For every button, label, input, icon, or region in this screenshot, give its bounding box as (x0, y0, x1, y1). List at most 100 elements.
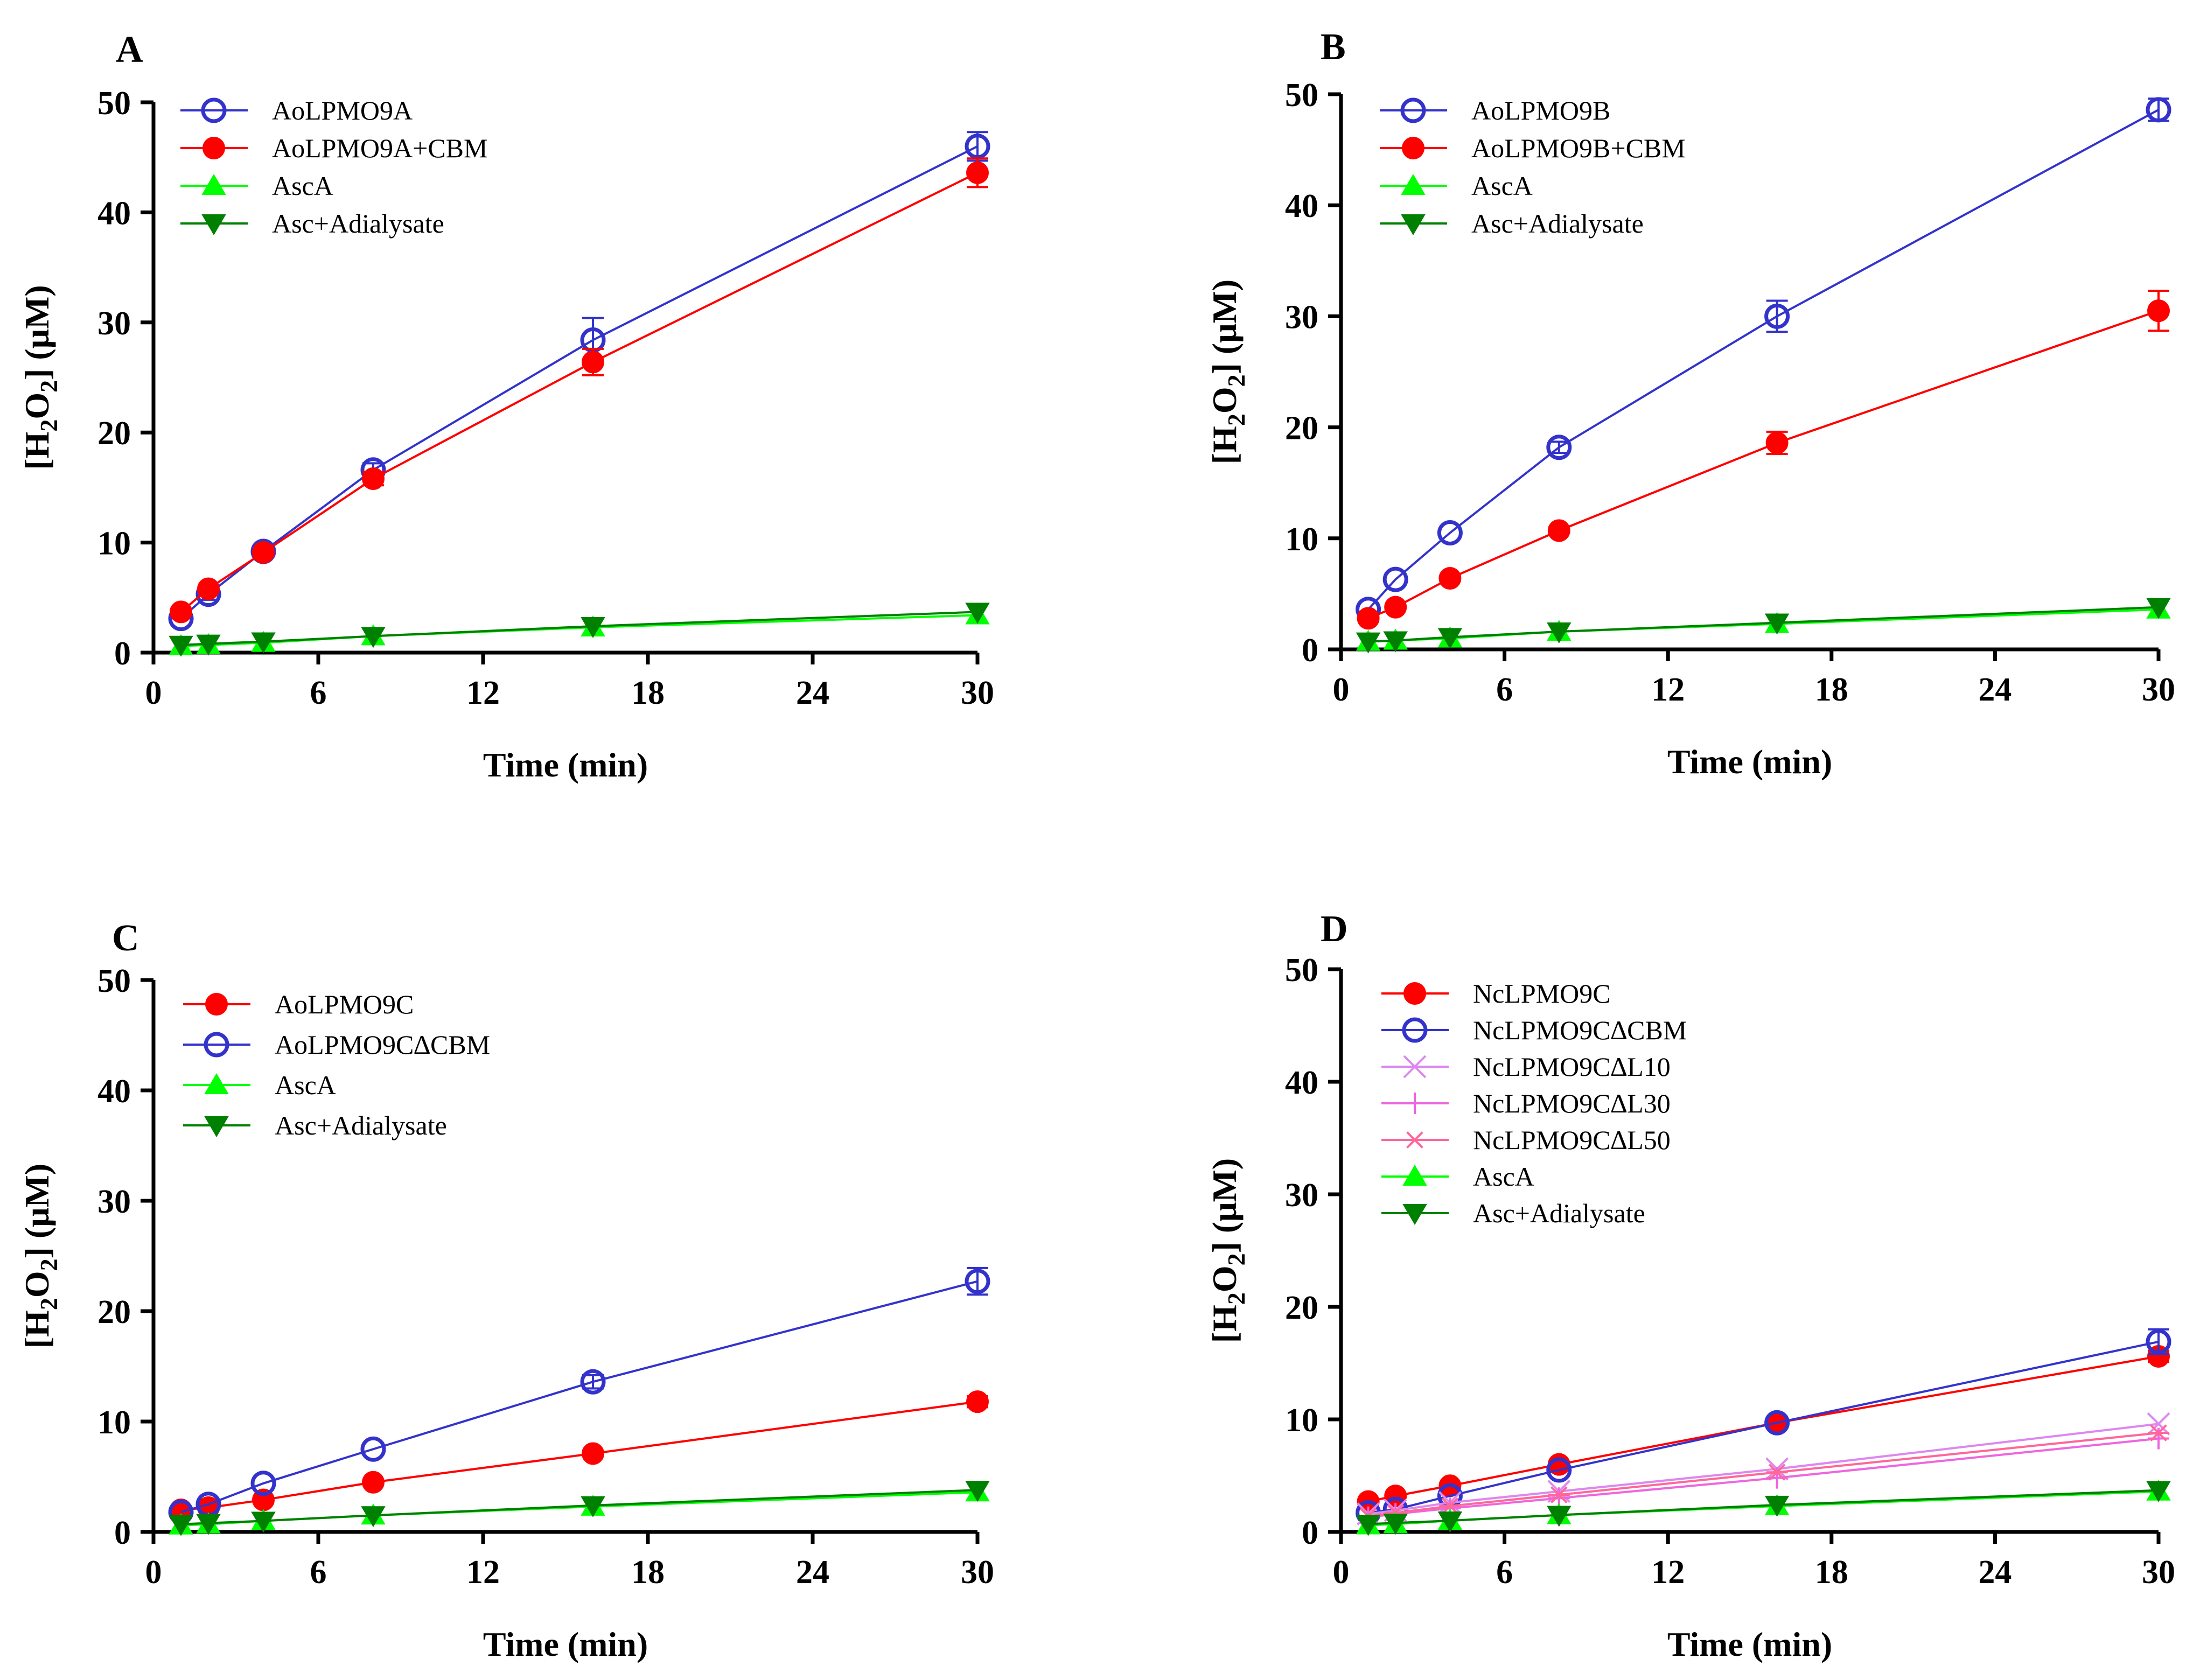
series-line (1368, 1490, 2159, 1527)
y-axis-title: [H2O2] (μM) (18, 285, 62, 470)
y-tick-label: 0 (114, 1515, 131, 1551)
legend-marker (201, 214, 226, 235)
x-tick-label: 30 (961, 675, 994, 711)
data-point (1437, 1511, 1463, 1533)
series-aolpmo9c (170, 1390, 989, 1521)
x-tick-label: 24 (1978, 671, 2012, 708)
series-aolpmo9a (168, 131, 990, 632)
y-axis-title-subscript: 2 (35, 1258, 62, 1271)
data-point (2146, 598, 2171, 619)
series-line (180, 1401, 978, 1511)
data-point (580, 1369, 606, 1395)
data-point (582, 351, 604, 374)
data-point (252, 541, 275, 564)
series-asca (169, 603, 990, 655)
y-tick-label: 50 (97, 963, 131, 999)
panel-label: A (116, 29, 143, 71)
x-tick-label: 30 (2142, 1554, 2175, 1591)
series-nclpmo9c-l10 (1357, 1412, 2170, 1525)
x-tick-label: 18 (1815, 1554, 1848, 1591)
legend: AoLPMO9A AoLPMO9A+CBM AscA Asc+Adialysate (180, 95, 488, 239)
y-axis-title-subscript: 2 (1223, 414, 1250, 426)
x-tick-label: 0 (145, 675, 162, 711)
y-axis-title-part: ] (μM) (1205, 1158, 1244, 1254)
x-tick-label: 6 (1496, 671, 1513, 708)
panel-label: D (1321, 908, 1348, 950)
y-tick-label: 20 (1285, 410, 1318, 447)
y-tick-label: 50 (1285, 952, 1318, 989)
x-axis-title: Time (min) (1667, 743, 1832, 781)
series-asca (169, 1480, 990, 1535)
series-line (1367, 310, 2159, 620)
data-point (1382, 566, 1408, 592)
legend-label: AoLPMO9C (275, 989, 414, 1019)
data-point (2146, 1481, 2171, 1502)
data-point (2146, 97, 2171, 123)
series-asc-adialysate (1356, 1481, 2171, 1536)
y-tick-label: 30 (97, 305, 131, 342)
data-point (1546, 435, 1572, 460)
y-axis-title-subscript: 2 (1223, 1253, 1250, 1265)
series-asc-adialysate (169, 1481, 990, 1536)
y-axis-title-part: [H (18, 432, 56, 470)
data-point (2148, 1427, 2169, 1450)
y-axis-title-part: [H (18, 1310, 56, 1348)
y-tick-label: 10 (97, 526, 131, 562)
data-point (196, 634, 221, 656)
y-tick-label: 0 (1302, 1515, 1318, 1551)
data-point (1546, 1457, 1572, 1483)
data-point (196, 1514, 221, 1535)
data-point (2147, 1412, 2170, 1436)
legend-marker (1404, 1131, 1426, 1149)
x-tick-label: 12 (1651, 1554, 1685, 1591)
y-tick-label: 40 (1285, 1065, 1318, 1101)
data-point (581, 1496, 605, 1517)
panel-label: C (112, 918, 139, 959)
legend-label: Asc+Adialysate (275, 1110, 447, 1140)
y-tick-label: 40 (97, 1073, 131, 1110)
series-aolpmo9b (1356, 97, 2171, 622)
x-tick-label: 12 (466, 675, 500, 711)
y-axis-title-part: O (1205, 1265, 1244, 1292)
data-point (1439, 1497, 1461, 1515)
legend-marker (1401, 214, 1426, 235)
legend-label: NcLPMO9C∆L50 (1473, 1125, 1671, 1155)
legend-marker (1403, 1055, 1427, 1079)
data-point (965, 134, 990, 159)
data-point (2148, 1424, 2169, 1441)
series-nclpmo9c-l50 (1357, 1424, 2169, 1525)
y-tick-label: 20 (1285, 1290, 1318, 1326)
x-tick-label: 6 (310, 675, 327, 711)
data-point (1764, 1495, 1790, 1517)
x-axis-title: Time (min) (483, 746, 648, 784)
x-tick-label: 0 (1333, 671, 1350, 708)
series-line (180, 1491, 978, 1527)
legend-marker (1401, 174, 1426, 195)
series-asc-adialysate (1356, 598, 2171, 654)
data-point (1384, 596, 1407, 619)
legend-marker (1402, 1017, 1428, 1043)
y-tick-label: 20 (97, 1294, 131, 1331)
x-tick-label: 6 (310, 1554, 327, 1591)
legend: AoLPMO9B AoLPMO9B+CBM AscA Asc+Adialysate (1380, 95, 1686, 239)
y-axis-title-part: ] (μM) (18, 1164, 56, 1259)
legend-label: Asc+Adialysate (1471, 208, 1644, 239)
x-tick-label: 30 (2142, 671, 2175, 708)
y-axis-title-subscript: 2 (1223, 1292, 1250, 1305)
y-axis-title-part: O (18, 1271, 56, 1298)
legend-marker (1402, 1204, 1427, 1225)
x-tick-label: 24 (796, 675, 829, 711)
data-point (1383, 631, 1408, 653)
x-tick-label: 18 (631, 1554, 665, 1591)
data-point (2146, 1329, 2171, 1355)
series-line (180, 1489, 978, 1525)
x-tick-label: 12 (1651, 671, 1685, 708)
y-tick-label: 10 (97, 1404, 131, 1441)
series-line (180, 614, 978, 647)
y-axis-title-subscript: 2 (35, 1298, 62, 1310)
data-point (1766, 1464, 1788, 1481)
y-tick-label: 30 (97, 1184, 131, 1220)
y-tick-label: 30 (1285, 299, 1318, 335)
